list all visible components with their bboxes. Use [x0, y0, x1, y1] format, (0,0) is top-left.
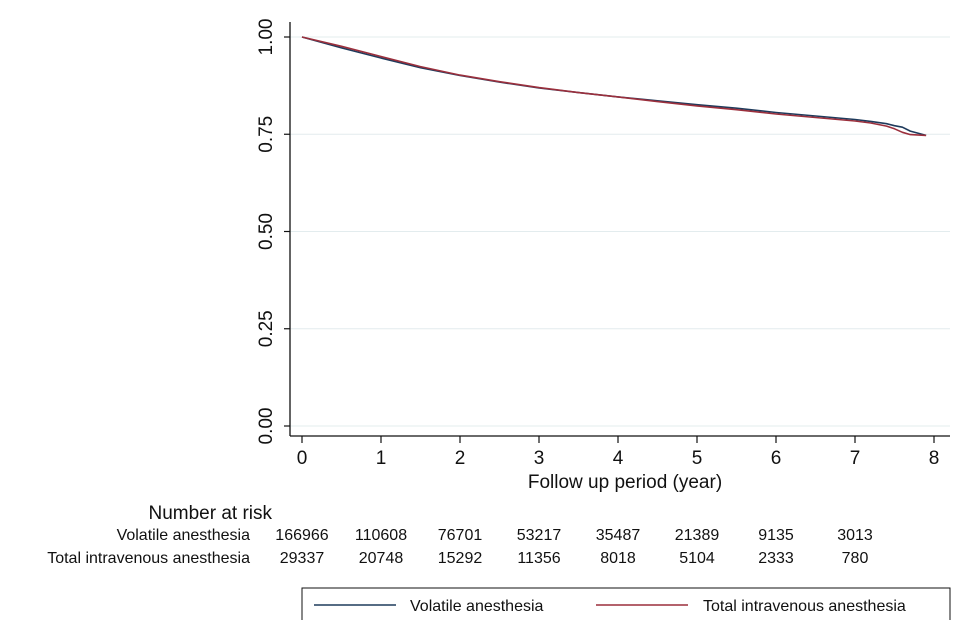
x-axis-title: Follow up period (year) — [528, 472, 722, 493]
risk-value: 9135 — [758, 527, 794, 544]
risk-table-title: Number at risk — [148, 503, 272, 524]
risk-value: 110608 — [355, 527, 407, 544]
y-tick-label: 0.75 — [256, 116, 277, 153]
risk-value: 35487 — [596, 527, 641, 544]
y-tick-label: 0.00 — [256, 408, 277, 445]
risk-table: Volatile anesthesia 166966 110608 76701 5321… — [47, 527, 873, 567]
risk-value: 2333 — [758, 550, 794, 567]
grid-lines — [290, 36, 950, 427]
x-tick-label: 5 — [692, 448, 703, 469]
risk-value: 8018 — [600, 550, 636, 567]
y-tick-label: 1.00 — [256, 19, 277, 56]
x-tick-label: 3 — [534, 448, 545, 469]
x-tick-label: 8 — [929, 448, 940, 469]
series-lines — [301, 36, 927, 137]
x-tick-label: 0 — [297, 448, 308, 469]
y-tick-label: 0.25 — [256, 310, 277, 347]
risk-value: 11356 — [517, 550, 560, 567]
x-tick-label: 2 — [455, 448, 466, 469]
y-tick-label: 0.50 — [256, 213, 277, 250]
x-tick-label: 6 — [771, 448, 782, 469]
risk-value: 29337 — [280, 550, 325, 567]
axes — [289, 22, 950, 437]
risk-value: 20748 — [359, 550, 404, 567]
risk-value: 780 — [842, 550, 869, 567]
legend-label-tiva: Total intravenous anesthesia — [703, 598, 906, 615]
risk-value: 3013 — [837, 527, 873, 544]
risk-row-label: Total intravenous anesthesia — [47, 550, 250, 567]
x-tick-label: 7 — [850, 448, 861, 469]
x-tick-labels: 0 1 2 3 4 5 6 7 8 — [297, 436, 940, 469]
risk-value: 5104 — [679, 550, 715, 567]
risk-value: 166966 — [275, 527, 328, 544]
series-line-1 — [301, 36, 927, 137]
legend-label-volatile: Volatile anesthesia — [410, 598, 544, 615]
legend: Volatile anesthesia Total intravenous an… — [301, 587, 951, 620]
risk-value: 21389 — [675, 527, 720, 544]
legend-box — [301, 587, 951, 620]
risk-value: 53217 — [517, 527, 562, 544]
risk-value: 76701 — [438, 527, 483, 544]
risk-value: 15292 — [438, 550, 483, 567]
y-tick-labels: 0.00 0.25 0.50 0.75 1.00 — [256, 19, 290, 445]
x-tick-label: 4 — [613, 448, 624, 469]
x-tick-label: 1 — [376, 448, 387, 469]
risk-row-label: Volatile anesthesia — [117, 527, 251, 544]
series-line-0 — [301, 36, 927, 137]
